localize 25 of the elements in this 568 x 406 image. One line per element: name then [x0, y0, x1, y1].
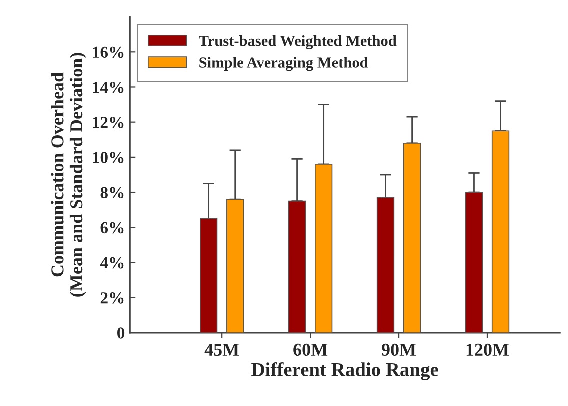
bar: [226, 199, 244, 333]
bar: [288, 200, 306, 333]
y-tick-label: 6%: [100, 222, 124, 234]
y-tick-label: 8%: [100, 187, 124, 199]
x-tick-label: 120M: [466, 344, 510, 356]
y-tick-label: 14%: [93, 82, 124, 94]
y-tick-label: 10%: [93, 152, 124, 164]
bar: [465, 192, 484, 333]
bar: [200, 218, 218, 333]
x-tick-label: 45M: [204, 344, 240, 356]
bar: [492, 130, 510, 333]
y-tick-label: 2%: [100, 292, 124, 304]
y-tick-label: 12%: [93, 117, 124, 128]
legend-label: Trust-based Weighted Method: [199, 35, 397, 50]
bar: [376, 197, 395, 333]
y-tick-label: 4%: [100, 257, 124, 269]
x-tick-label: 60M: [294, 344, 328, 356]
x-axis-title: Different Radio Range: [252, 362, 438, 380]
y-tick-label: 0: [118, 328, 125, 339]
legend-label: Simple Averaging Method: [200, 57, 368, 72]
bar: [315, 164, 333, 333]
y-axis-title: Communication Overhead (Mean and Standard Deviation): [51, 53, 86, 297]
x-tick-label: 90M: [382, 344, 416, 356]
bar: [403, 142, 422, 333]
y-tick-label: 16%: [93, 46, 124, 58]
